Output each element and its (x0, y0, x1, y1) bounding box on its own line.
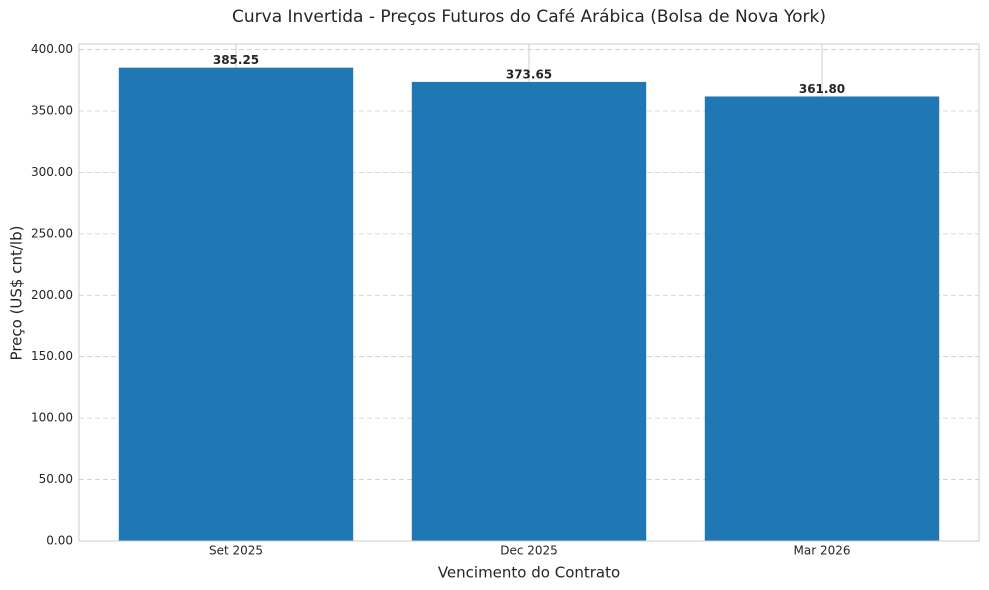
y-tick-label: 100.00 (31, 411, 73, 425)
x-tick-label: Dec 2025 (500, 544, 558, 558)
bar (704, 96, 940, 541)
chart-title: Curva Invertida - Preços Futuros do Café… (232, 7, 826, 27)
x-axis-label: Vencimento do Contrato (438, 564, 620, 582)
y-tick-label: 200.00 (31, 288, 73, 302)
x-tick-label: Mar 2026 (794, 544, 851, 558)
plot-frame (78, 43, 980, 542)
y-tick-label: 0.00 (46, 534, 73, 548)
value-label: 361.80 (799, 82, 845, 96)
bar (411, 81, 647, 541)
value-label: 373.65 (506, 67, 552, 81)
y-tick-label: 150.00 (31, 349, 73, 363)
y-tick-label: 350.00 (31, 103, 73, 117)
bar (118, 67, 354, 541)
y-tick-label: 300.00 (31, 165, 73, 179)
y-tick-label: 400.00 (31, 42, 73, 56)
y-tick-label: 250.00 (31, 226, 73, 240)
y-axis-label: Preço (US$ cnt/lb) (8, 226, 26, 361)
x-tick-label: Set 2025 (209, 544, 263, 558)
y-tick-label: 50.00 (39, 472, 73, 486)
value-label: 385.25 (213, 53, 259, 67)
